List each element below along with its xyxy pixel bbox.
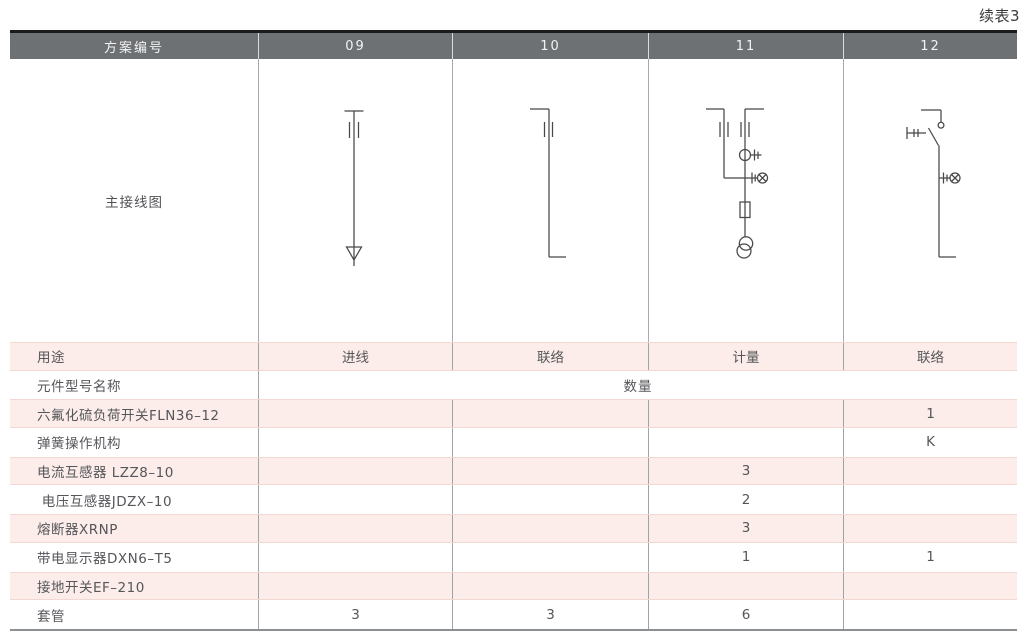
row-label: 六氟化硫负荷开关FLN36–12 (37, 407, 220, 424)
row-label: 套管 (37, 608, 65, 625)
diagram-row-label: 主接线图 (105, 194, 163, 211)
diagram-cell-09 (258, 59, 452, 342)
diagram-cell-11 (648, 59, 843, 342)
usage-11: 计量 (648, 343, 843, 370)
table-row-bushing: 套管 3 3 6 (10, 600, 1017, 629)
qty-12: 1 (843, 542, 1017, 572)
qty-11 (648, 400, 843, 428)
qty-12 (843, 485, 1017, 515)
qty-09 (258, 400, 452, 428)
diagram-cell-12 (843, 59, 1017, 342)
table-row-spring-mechanism: 弹簧操作机构 K (10, 428, 1017, 457)
scheme-10-diagram-icon (530, 108, 566, 258)
scheme-11-diagram-icon (706, 108, 769, 259)
row-label: 带电显示器DXN6–T5 (37, 551, 173, 568)
row-label: 电流互感器 LZZ8–10 (37, 465, 174, 482)
qty-10: 3 (452, 600, 648, 629)
quantity-span-header: 数量 (258, 370, 1017, 400)
qty-11: 3 (648, 457, 843, 485)
qty-12 (843, 515, 1017, 542)
qty-12: K (843, 428, 1017, 457)
qty-11 (648, 428, 843, 457)
qty-11: 2 (648, 485, 843, 515)
qty-12 (843, 572, 1017, 600)
qty-11: 3 (648, 515, 843, 542)
table-row-component-name-header: 元件型号名称 数量 (10, 370, 1017, 400)
table-row-current-transformer: 电流互感器 LZZ8–10 3 (10, 456, 1017, 486)
row-label: 用途 (37, 350, 65, 367)
table-row-usage: 用途 进线 联络 计量 联络 (10, 342, 1017, 371)
header-scheme-number: 方案编号 (103, 40, 164, 56)
qty-09 (258, 485, 452, 515)
qty-09 (258, 542, 452, 572)
qty-12 (843, 457, 1017, 485)
qty-09: 3 (258, 600, 452, 629)
qty-09 (258, 457, 452, 485)
table-row-fuse: 熔断器XRNP 3 (10, 514, 1017, 543)
header-col-09: 09 (258, 33, 452, 59)
qty-10 (452, 542, 648, 572)
header-col-12: 12 (843, 33, 1017, 59)
qty-10 (452, 515, 648, 542)
header-col-10: 10 (452, 33, 648, 59)
row-label: 接地开关EF–210 (37, 579, 145, 596)
scheme-table: 方案编号 09 10 11 12 主接线图 (10, 30, 1017, 631)
qty-11: 6 (648, 600, 843, 629)
table-continuation-label: 续表3 (978, 7, 1020, 25)
table-header-row: 方案编号 09 10 11 12 (10, 33, 1017, 59)
usage-12: 联络 (843, 343, 1017, 370)
table-row-sf6-load-switch: 六氟化硫负荷开关FLN36–12 1 (10, 399, 1017, 429)
qty-12 (843, 600, 1017, 629)
qty-10 (452, 457, 648, 485)
row-label: 元件型号名称 (37, 379, 121, 396)
diagram-cell-10 (452, 59, 648, 342)
header-col-11: 11 (648, 33, 843, 59)
qty-10 (452, 485, 648, 515)
row-label: 弹簧操作机构 (37, 436, 121, 453)
qty-09 (258, 572, 452, 600)
qty-11 (648, 572, 843, 600)
table-row-voltage-transformer: 电压互感器JDZX–10 2 (10, 485, 1017, 515)
scheme-09-diagram-icon (344, 110, 364, 266)
row-label: 电压互感器JDZX–10 (37, 493, 173, 510)
usage-10: 联络 (452, 343, 648, 370)
qty-09 (258, 428, 452, 457)
main-wiring-diagram-row: 主接线图 (10, 59, 1017, 342)
qty-09 (258, 515, 452, 542)
usage-09: 进线 (258, 343, 452, 370)
qty-10 (452, 400, 648, 428)
qty-10 (452, 572, 648, 600)
scheme-12-diagram-icon (906, 109, 961, 258)
qty-12: 1 (843, 400, 1017, 428)
table-row-live-display: 带电显示器DXN6–T5 1 1 (10, 542, 1017, 572)
row-label: 熔断器XRNP (37, 522, 118, 539)
qty-10 (452, 428, 648, 457)
table-row-earthing-switch: 接地开关EF–210 (10, 571, 1017, 601)
qty-11: 1 (648, 542, 843, 572)
